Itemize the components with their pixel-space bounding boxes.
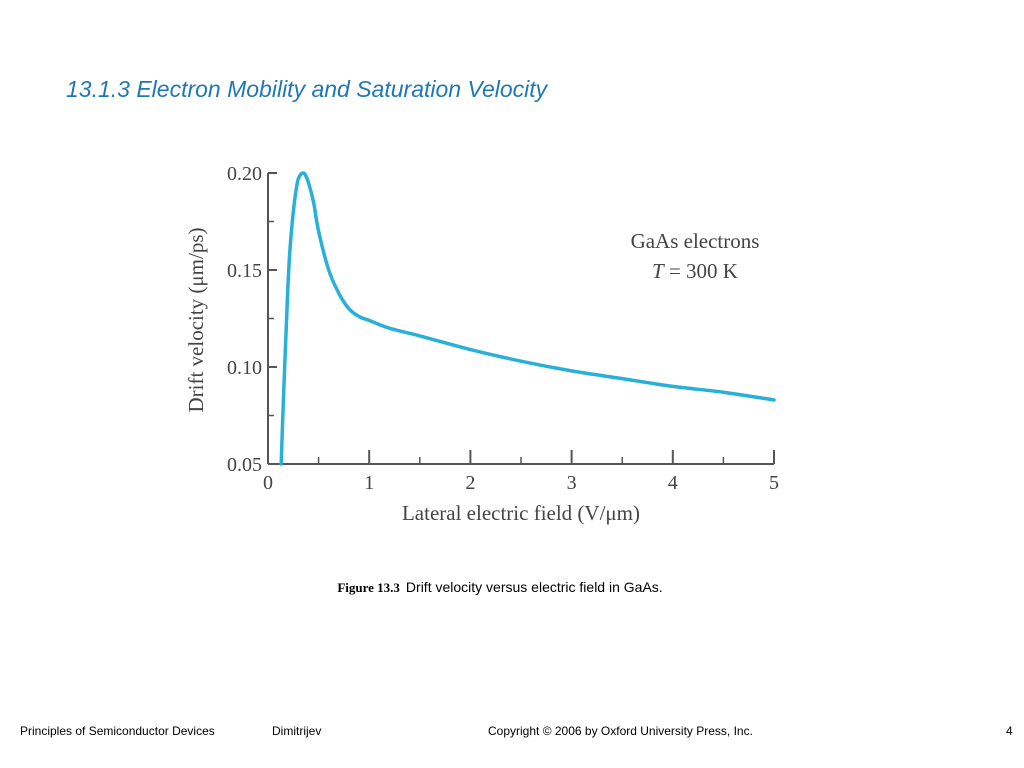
figure-caption: Figure 13.3 Drift velocity versus electri… <box>0 579 1000 596</box>
footer-author: Dimitrijev <box>272 724 322 738</box>
slide-title: 13.1.3 Electron Mobility and Saturation … <box>66 76 548 102</box>
footer-page-number: 4 <box>1006 724 1013 738</box>
footer-copyright: Copyright © 2006 by Oxford University Pr… <box>488 724 753 738</box>
figure-label: Figure 13.3 <box>337 580 400 595</box>
y-tick-label: 0.05 <box>227 454 262 476</box>
annotation-temp-value: = 300 K <box>664 259 738 283</box>
x-axis-label: Lateral electric field (V/μm) <box>402 501 640 525</box>
drift-velocity-chart: 0.05 0.10 0.15 0.20 0 1 2 3 4 5 Drift velocity (μ… <box>184 163 779 525</box>
chart-axes <box>267 173 774 465</box>
chart-series <box>279 171 776 466</box>
drift-velocity-curve <box>279 171 776 466</box>
annotation-line1: GaAs electrons <box>631 229 760 253</box>
chart-ticks: 0.05 0.10 0.15 0.20 0 1 2 3 4 5 <box>227 163 779 494</box>
annotation-line2: T = 300 K <box>652 259 738 283</box>
x-tick-label: 0 <box>263 472 273 494</box>
y-tick-label: 0.15 <box>227 260 262 282</box>
x-tick-label: 1 <box>364 472 374 494</box>
x-tick-label: 5 <box>769 472 779 494</box>
y-axis-label: Drift velocity (μm/ps) <box>184 227 208 412</box>
y-tick-label: 0.10 <box>227 357 262 379</box>
y-tick-label: 0.20 <box>227 163 262 185</box>
x-tick-label: 4 <box>668 472 678 494</box>
x-tick-label: 3 <box>567 472 577 494</box>
x-tick-label: 2 <box>465 472 475 494</box>
annotation-temp-var: T <box>652 259 665 283</box>
footer-course: Principles of Semiconductor Devices <box>20 724 215 738</box>
figure-caption-text: Drift velocity versus electric field in … <box>405 579 663 595</box>
